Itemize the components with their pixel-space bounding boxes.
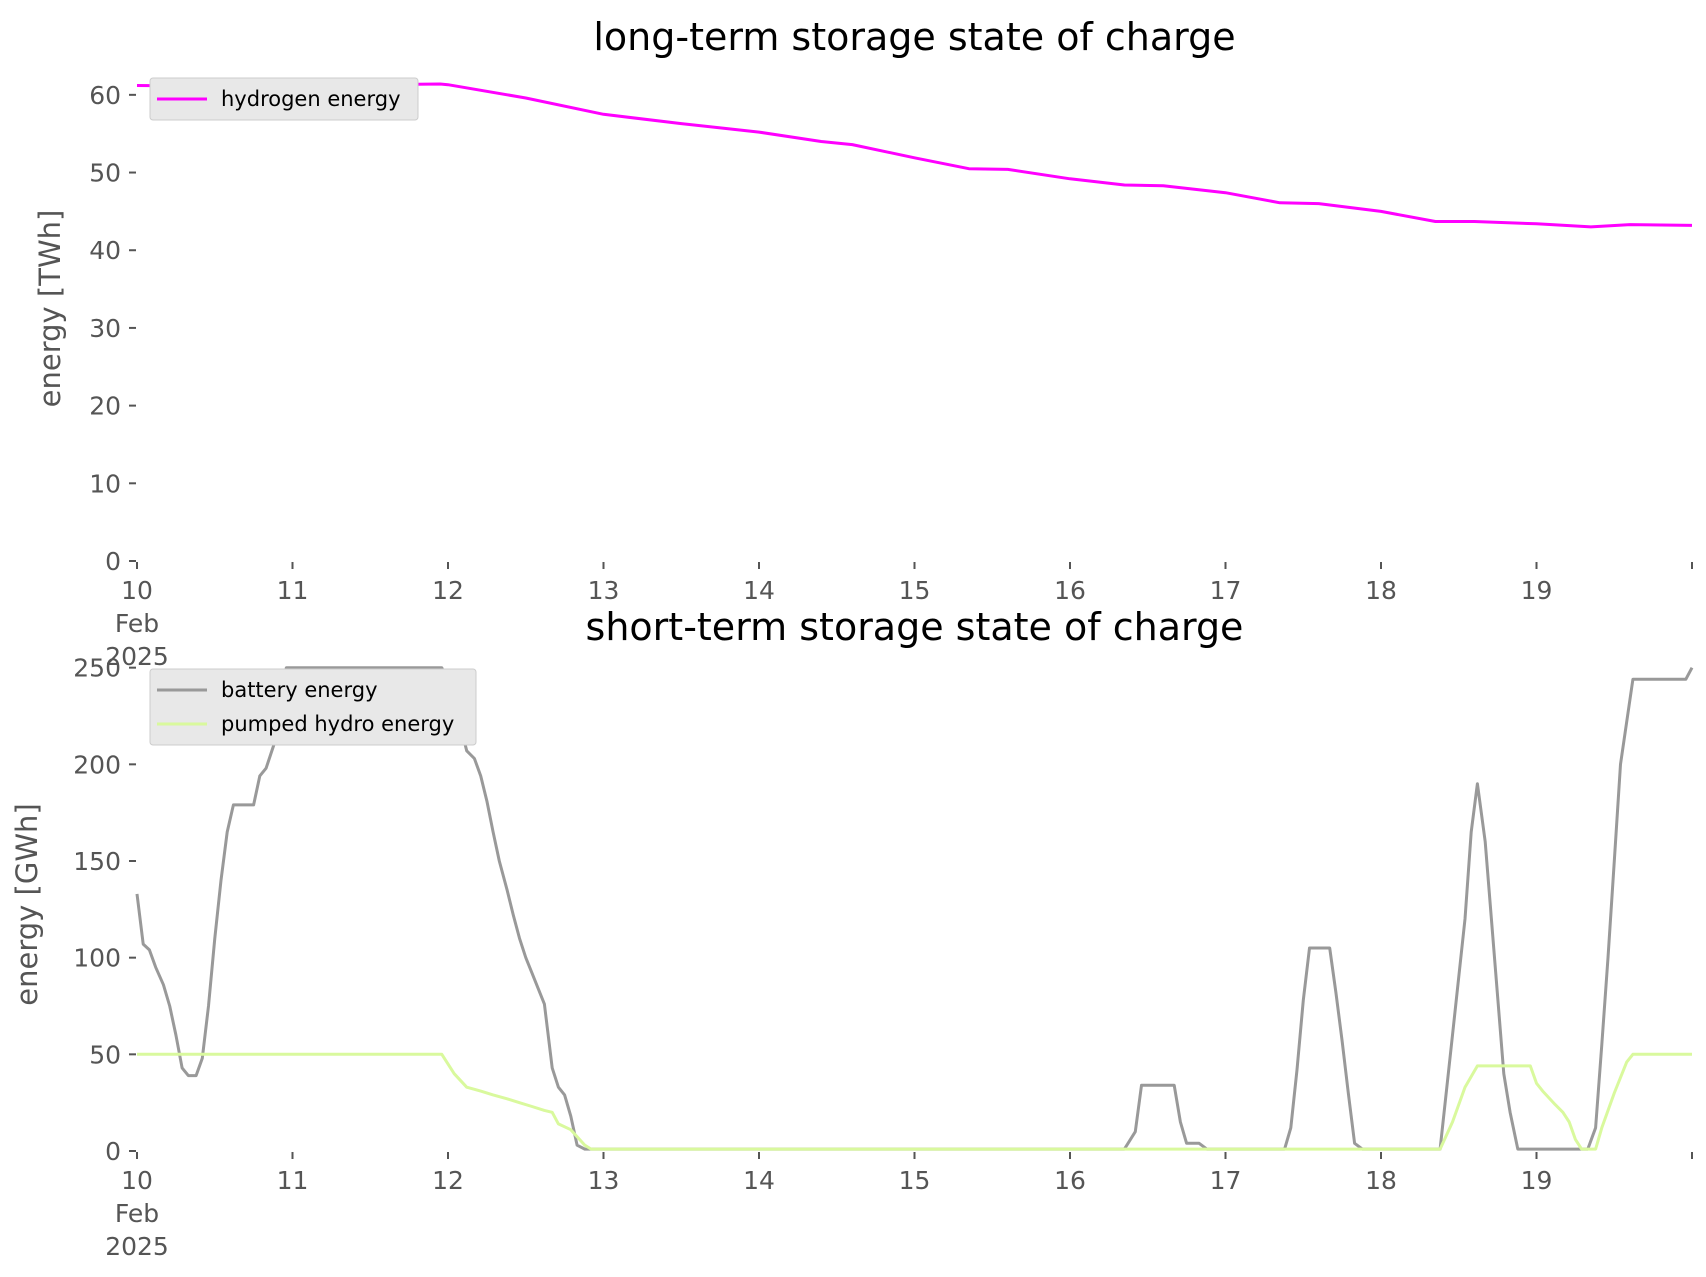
x-tick-label: 10 bbox=[121, 1166, 153, 1195]
x-tick-label: 13 bbox=[588, 1166, 620, 1195]
y-tick-label: 0 bbox=[105, 1137, 121, 1166]
legend: battery energy pumped hydro energy bbox=[149, 668, 477, 746]
x-tick-label: 12 bbox=[432, 1166, 464, 1195]
x-tick-label: 19 bbox=[1521, 576, 1553, 605]
x-tick-label: 15 bbox=[899, 1166, 931, 1195]
x-tick-label: 19 bbox=[1521, 1166, 1553, 1195]
y-tick-label: 20 bbox=[89, 392, 121, 421]
x-tick-label: 10 bbox=[121, 576, 153, 605]
x-tick-label: 17 bbox=[1210, 576, 1242, 605]
x-tick-label: 12 bbox=[432, 576, 464, 605]
x-tick-label: 16 bbox=[1054, 576, 1086, 605]
x-tick-label: Feb bbox=[115, 609, 159, 638]
y-axis-label: energy [GWh] bbox=[10, 803, 44, 1005]
x-tick-label: 18 bbox=[1365, 576, 1397, 605]
x-tick-label: 13 bbox=[588, 576, 620, 605]
y-tick-label: 100 bbox=[73, 944, 121, 973]
y-tick-label: 250 bbox=[73, 654, 121, 683]
x-tick-label: 11 bbox=[277, 1166, 309, 1195]
x-tick-label: 2025 bbox=[105, 1232, 169, 1261]
x-tick-label: 16 bbox=[1054, 1166, 1086, 1195]
y-tick-label: 50 bbox=[89, 1040, 121, 1069]
legend: hydrogen energy bbox=[149, 77, 419, 121]
chart-title: short-term storage state of charge bbox=[586, 605, 1244, 649]
legend-label: battery energy bbox=[221, 678, 378, 702]
series-line-pumped-hydro-energy bbox=[137, 1052, 1692, 1151]
legend-box bbox=[149, 668, 477, 746]
y-tick-label: 150 bbox=[73, 847, 121, 876]
x-tick-label: 2025 bbox=[105, 642, 169, 671]
y-tick-label: 50 bbox=[89, 159, 121, 188]
x-tick-label: 14 bbox=[743, 1166, 775, 1195]
x-tick-label: 11 bbox=[277, 576, 309, 605]
chart-2: short-term storage state of charge energy… bbox=[10, 605, 1694, 1261]
y-tick-label: 30 bbox=[89, 314, 121, 343]
y-axis-label: energy [TWh] bbox=[33, 210, 67, 408]
x-tick-label: 17 bbox=[1210, 1166, 1242, 1195]
y-tick-label: 60 bbox=[89, 81, 121, 110]
legend-label: hydrogen energy bbox=[221, 87, 401, 111]
x-tick-label: 15 bbox=[899, 576, 931, 605]
series-line-hydrogen-energy bbox=[136, 82, 1693, 229]
x-tick-label: 18 bbox=[1365, 1166, 1397, 1195]
y-tick-label: 40 bbox=[89, 236, 121, 265]
chart-title: long-term storage state of charge bbox=[593, 15, 1235, 59]
legend-label: pumped hydro energy bbox=[221, 712, 454, 736]
legend-box bbox=[149, 77, 419, 121]
x-tick-label: 14 bbox=[743, 576, 775, 605]
y-tick-label: 0 bbox=[105, 547, 121, 576]
chart-1: long-term storage state of charge energy … bbox=[33, 15, 1693, 671]
y-tick-label: 10 bbox=[89, 469, 121, 498]
y-tick-label: 200 bbox=[73, 750, 121, 779]
x-tick-label: Feb bbox=[115, 1199, 159, 1228]
